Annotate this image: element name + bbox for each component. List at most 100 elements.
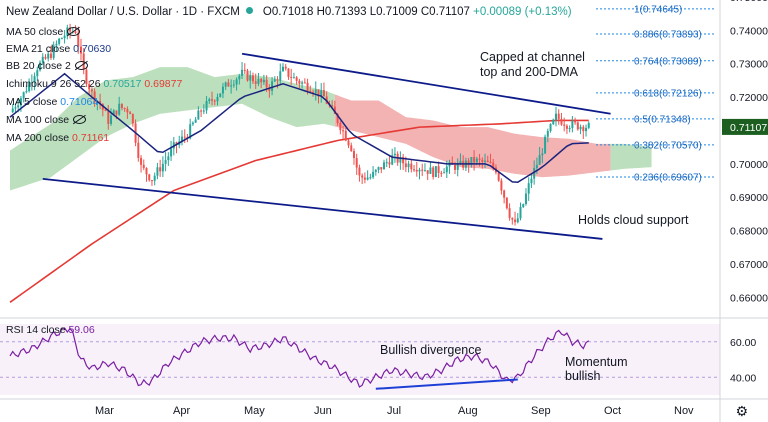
candle-body xyxy=(366,177,369,180)
candle-body xyxy=(530,178,533,184)
candle-body xyxy=(227,82,230,87)
ohlc-open: O0.71018 xyxy=(262,6,314,18)
candle-body xyxy=(309,90,312,93)
candle-body xyxy=(473,157,476,163)
candle-body xyxy=(314,89,317,94)
candle-body xyxy=(339,123,342,131)
candle-body xyxy=(385,162,388,164)
candle-body xyxy=(140,157,143,165)
candle-body xyxy=(156,167,159,176)
candle-body xyxy=(524,193,527,205)
candle-body xyxy=(287,68,290,77)
candle-body xyxy=(211,99,214,101)
rsi-line xyxy=(9,327,590,388)
annotation-momentum-line1: Momentum xyxy=(565,355,628,369)
price-axis-label: 0.66000 xyxy=(730,292,768,304)
candle-body xyxy=(467,160,470,166)
candle-body xyxy=(257,78,260,84)
candle-body xyxy=(115,110,118,115)
annotation-momentum-line2: bullish xyxy=(565,369,600,383)
legend-ichimoku[interactable]: Ichimoku 9 26 52 26 0.70517 0.69877 xyxy=(6,78,182,90)
candle-body xyxy=(527,183,530,194)
candle-body xyxy=(170,148,173,157)
price-axis-label: 0.73000 xyxy=(730,59,768,71)
candle-body xyxy=(145,167,148,175)
candle-body xyxy=(484,160,487,162)
candle-body xyxy=(189,124,192,139)
ohlc-high: H0.71393 xyxy=(316,6,367,18)
legend-bb20[interactable]: BB 20 close 2 xyxy=(6,60,88,72)
legend-ma50[interactable]: MA 50 close xyxy=(6,26,81,38)
candle-body xyxy=(377,167,380,170)
candle-body xyxy=(260,78,263,83)
candle-body xyxy=(576,122,579,130)
candle-body xyxy=(391,155,394,165)
candle-body xyxy=(456,163,459,170)
ohlc-low: L0.71009 xyxy=(369,6,418,18)
candle-body xyxy=(33,76,36,83)
candle-body xyxy=(535,164,538,168)
gear-icon[interactable]: ⚙ xyxy=(735,403,748,419)
candle-body xyxy=(541,153,544,156)
candle-body xyxy=(555,113,557,120)
time-axis-label: Mar xyxy=(95,405,114,417)
fib-level-label: 0.382(0.70570) xyxy=(634,140,702,151)
market-status-icon xyxy=(245,7,253,14)
candle-body xyxy=(399,157,402,163)
candle-body xyxy=(301,82,304,84)
candle-body xyxy=(99,101,102,105)
candle-body xyxy=(79,46,82,54)
legend-rsi[interactable]: RSI 14 close 59.06 xyxy=(6,324,95,336)
candle-body xyxy=(361,175,364,178)
candle-body xyxy=(241,69,244,76)
fib-level-label: 0.886(0.73893) xyxy=(634,29,702,40)
candle-body xyxy=(571,120,574,129)
candle-body xyxy=(538,155,541,165)
last-price-marker xyxy=(722,118,768,135)
candle-body xyxy=(544,136,547,154)
candle-body xyxy=(492,162,495,168)
fib-level-label: 0.236(0.69607) xyxy=(634,172,702,183)
eye-hidden-icon[interactable] xyxy=(74,61,88,70)
divergence-line xyxy=(375,378,518,390)
legend-ma5[interactable]: MA 5 close 0.71064 xyxy=(6,96,98,108)
legend-ma100[interactable]: MA 100 close xyxy=(6,114,87,126)
candle-body xyxy=(161,163,164,172)
eye-hidden-icon[interactable] xyxy=(73,115,87,124)
legend-value: 59.06 xyxy=(68,324,95,336)
candle-body xyxy=(344,130,347,141)
candle-body xyxy=(58,38,61,44)
candle-body xyxy=(150,180,153,182)
candle-body xyxy=(110,115,113,124)
annotation-capped-line2: top and 200-DMA xyxy=(480,65,579,79)
candle-body xyxy=(60,38,63,40)
candle-body xyxy=(22,92,25,99)
legend-label: RSI 14 close xyxy=(6,324,66,336)
candle-body xyxy=(415,169,418,172)
eye-hidden-icon[interactable] xyxy=(67,27,81,36)
candle-body xyxy=(522,204,525,208)
candle-body xyxy=(429,167,432,174)
candle-body xyxy=(404,163,407,168)
price-axis-label: 0.75000 xyxy=(730,0,768,4)
candle-body xyxy=(202,110,205,112)
candle-body xyxy=(25,91,28,93)
rsi-axis-label: 60.00 xyxy=(730,337,756,349)
candle-body xyxy=(265,79,268,88)
fib-level-label: 0.5(0.71348) xyxy=(634,114,691,125)
candle-body xyxy=(230,85,233,87)
candle-body xyxy=(112,110,115,116)
candle-body xyxy=(284,66,287,69)
legend-ma200[interactable]: MA 200 close 0.71161 xyxy=(6,132,109,144)
candle-body xyxy=(39,62,42,71)
candle-body xyxy=(93,91,96,103)
candle-body xyxy=(290,76,293,78)
candle-body xyxy=(421,169,424,171)
candle-body xyxy=(546,130,549,137)
candle-body xyxy=(514,219,517,223)
candle-body xyxy=(423,170,426,172)
candle-body xyxy=(505,197,508,209)
legend-ema21[interactable]: EMA 21 close 0.70630 xyxy=(6,43,111,55)
ichimoku-cloud-bearish xyxy=(334,94,611,178)
